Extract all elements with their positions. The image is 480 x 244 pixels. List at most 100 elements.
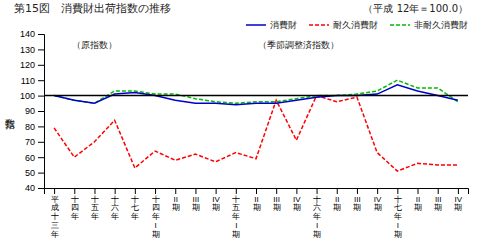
x-tick-label-line: 期 <box>414 203 422 212</box>
x-tick-label-line: 十 <box>51 212 59 221</box>
x-tick: III期 <box>273 188 281 212</box>
y-tick: 100 <box>20 91 44 101</box>
y-tick: 40 <box>25 183 44 193</box>
x-tick-label-line: IV <box>212 195 220 204</box>
x-tick: III期 <box>192 188 200 212</box>
x-tick-label-line: 期 <box>434 203 442 212</box>
x-tick-label-line: 年 <box>71 212 79 221</box>
x-tick-label-line: III <box>354 195 361 204</box>
plot: 405060708090100110120130140平成十三年十四年十五年十六… <box>20 29 469 239</box>
y-tick: 130 <box>20 45 44 55</box>
x-tick-label-line: 期 <box>394 230 402 239</box>
x-tick-label: II期 <box>253 195 261 213</box>
marks <box>44 80 468 171</box>
x-tick-label-line: 期 <box>152 230 160 239</box>
x-tick-mark <box>115 188 116 194</box>
x-tick-label-line: 十 <box>152 195 160 204</box>
x-tick-label-line: III <box>435 195 442 204</box>
x-tick-label: 十五年I期 <box>232 195 240 239</box>
x-tick: III期 <box>434 188 442 212</box>
x-tick: 十五年 <box>91 188 99 221</box>
y-tick-label: 60 <box>25 153 35 163</box>
y-tick-label: 100 <box>20 91 35 101</box>
x-tick-label-line: IV <box>374 195 382 204</box>
x-tick-label-line: 十 <box>232 195 240 204</box>
x-tick: 十四年 <box>71 188 79 221</box>
x-tick-label: IV期 <box>454 195 462 213</box>
x-tick-label-line: I <box>154 221 156 230</box>
y-tick-mark <box>38 96 44 97</box>
x-tick-label-line: II <box>335 195 339 204</box>
subtitle: （平成 12年＝100.0） <box>363 3 468 14</box>
x-tick-label-line: 年 <box>131 212 139 221</box>
y-axis-title: 指数 <box>5 119 16 130</box>
x-tick-label-line: III <box>273 195 280 204</box>
y-tick: 90 <box>25 106 44 116</box>
x-tick-label: III期 <box>192 195 200 213</box>
x-tick-label-line: 期 <box>273 203 281 212</box>
x-tick-label-line: 十 <box>111 195 119 204</box>
x-tick-label-line: 年 <box>51 230 59 239</box>
x-tick-label-line: 期 <box>232 230 240 239</box>
x-tick-label-line: 四 <box>152 203 160 212</box>
x-tick-label-line: 年 <box>232 212 240 221</box>
y-tick-mark <box>38 126 44 127</box>
x-tick-label-line: 三 <box>51 221 59 230</box>
x-tick-label: 平成十三年 <box>51 195 59 239</box>
x-tick-label: III期 <box>353 195 361 213</box>
x-tick-label-line: 十 <box>131 195 139 204</box>
title: 第15図 消費財出荷指数の推移 <box>14 2 171 15</box>
x-tick-label-line: 五 <box>91 203 99 212</box>
x-tick-label-line: 成 <box>51 203 59 212</box>
x-tick-label-line: 年 <box>313 212 321 221</box>
x-tick-label-line: II <box>416 195 420 204</box>
x-tick-label-line: 年 <box>152 212 160 221</box>
x-axis-line <box>45 189 469 195</box>
x-tick-label-line: 期 <box>172 203 180 212</box>
y-tick-mark <box>38 65 44 66</box>
legend-item: 非耐久消費財 <box>390 20 468 30</box>
y-tick-label: 50 <box>25 168 35 178</box>
x-tick-mark <box>377 188 378 194</box>
x-tick-mark <box>337 188 338 194</box>
y-tick: 70 <box>25 137 44 147</box>
series-line <box>54 96 458 171</box>
x-tick-label-line: 年 <box>111 212 119 221</box>
x-tick-label-line: 六 <box>111 203 119 212</box>
y-tick-label: 80 <box>25 122 35 132</box>
x-tick-label-line: 年 <box>394 212 402 221</box>
x-tick-label-line: 七 <box>131 203 139 212</box>
x-tick-label: III期 <box>273 195 281 213</box>
x-tick-label: 十四年 <box>71 195 79 222</box>
x-tick-label: 十五年 <box>91 195 99 222</box>
y-tick-mark <box>38 173 44 174</box>
x-tick-label: IV期 <box>212 195 220 213</box>
x-tick: 平成十三年 <box>51 188 59 239</box>
x-tick-mark <box>216 188 217 194</box>
y-tick-label: 90 <box>25 106 35 116</box>
series-line <box>54 80 458 103</box>
x-tick-mark <box>155 188 156 194</box>
legend-label: 非耐久消費財 <box>414 20 468 30</box>
x-tick-label-line: 期 <box>374 203 382 212</box>
y-tick-mark <box>38 111 44 112</box>
y-tick-label: 140 <box>20 29 35 39</box>
x-tick: IV期 <box>454 188 462 212</box>
x-tick: 十六年 <box>111 188 119 221</box>
x-tick-label: IV期 <box>293 195 301 213</box>
x-tick-label-line: 十 <box>91 195 99 204</box>
x-tick-label-line: 平 <box>51 195 59 204</box>
x-tick-label-line: IV <box>455 195 463 204</box>
x-tick-label-line: 年 <box>91 212 99 221</box>
x-tick-mark <box>296 188 297 194</box>
legend-swatch <box>246 24 266 26</box>
x-tick-mark <box>195 188 196 194</box>
legend-swatch <box>309 24 329 26</box>
y-tick: 80 <box>25 122 44 132</box>
x-tick-mark <box>135 188 136 194</box>
legend-label: 消費財 <box>270 20 297 30</box>
x-tick-label: 十六年I期 <box>313 195 321 239</box>
x-tick: IV期 <box>374 188 382 212</box>
x-tick: 十五年I期 <box>232 188 240 239</box>
x-tick: 十七年I期 <box>394 188 402 239</box>
